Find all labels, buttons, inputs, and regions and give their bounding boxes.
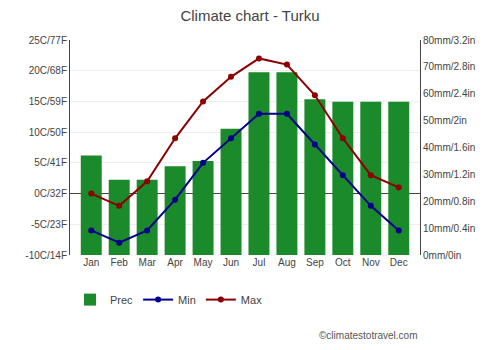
- svg-text:40mm/1.6in: 40mm/1.6in: [423, 142, 475, 153]
- svg-text:5C/41F: 5C/41F: [34, 157, 67, 168]
- svg-text:Mar: Mar: [139, 257, 157, 268]
- svg-text:May: May: [194, 257, 213, 268]
- svg-text:50mm/2in: 50mm/2in: [423, 115, 467, 126]
- svg-text:Min: Min: [178, 294, 196, 306]
- svg-text:0mm/0in: 0mm/0in: [423, 250, 461, 261]
- svg-text:80mm/3.2in: 80mm/3.2in: [423, 35, 475, 46]
- svg-text:Jun: Jun: [223, 257, 239, 268]
- svg-text:10mm/0.4in: 10mm/0.4in: [423, 223, 475, 234]
- svg-text:25C/77F: 25C/77F: [29, 35, 67, 46]
- svg-text:Apr: Apr: [167, 257, 183, 268]
- svg-text:Dec: Dec: [390, 257, 408, 268]
- svg-text:20mm/0.8in: 20mm/0.8in: [423, 196, 475, 207]
- svg-text:©climatestotravel.com: ©climatestotravel.com: [319, 330, 418, 341]
- svg-text:Jan: Jan: [83, 257, 99, 268]
- svg-text:Aug: Aug: [278, 257, 296, 268]
- svg-text:15C/59F: 15C/59F: [29, 96, 67, 107]
- svg-text:Sep: Sep: [306, 257, 324, 268]
- svg-text:Feb: Feb: [111, 257, 129, 268]
- svg-text:Climate chart - Turku: Climate chart - Turku: [180, 7, 319, 24]
- svg-text:Jul: Jul: [253, 257, 266, 268]
- svg-text:70mm/2.8in: 70mm/2.8in: [423, 61, 475, 72]
- svg-text:Max: Max: [241, 294, 262, 306]
- svg-text:Oct: Oct: [335, 257, 351, 268]
- svg-text:10C/50F: 10C/50F: [29, 127, 67, 138]
- svg-text:20C/68F: 20C/68F: [29, 65, 67, 76]
- svg-text:60mm/2.4in: 60mm/2.4in: [423, 88, 475, 99]
- svg-text:Nov: Nov: [362, 257, 380, 268]
- svg-text:-5C/23F: -5C/23F: [31, 219, 67, 230]
- svg-text:0C/32F: 0C/32F: [34, 188, 67, 199]
- svg-text:Prec: Prec: [110, 294, 133, 306]
- svg-text:30mm/1.2in: 30mm/1.2in: [423, 169, 475, 180]
- svg-text:-10C/14F: -10C/14F: [25, 250, 67, 261]
